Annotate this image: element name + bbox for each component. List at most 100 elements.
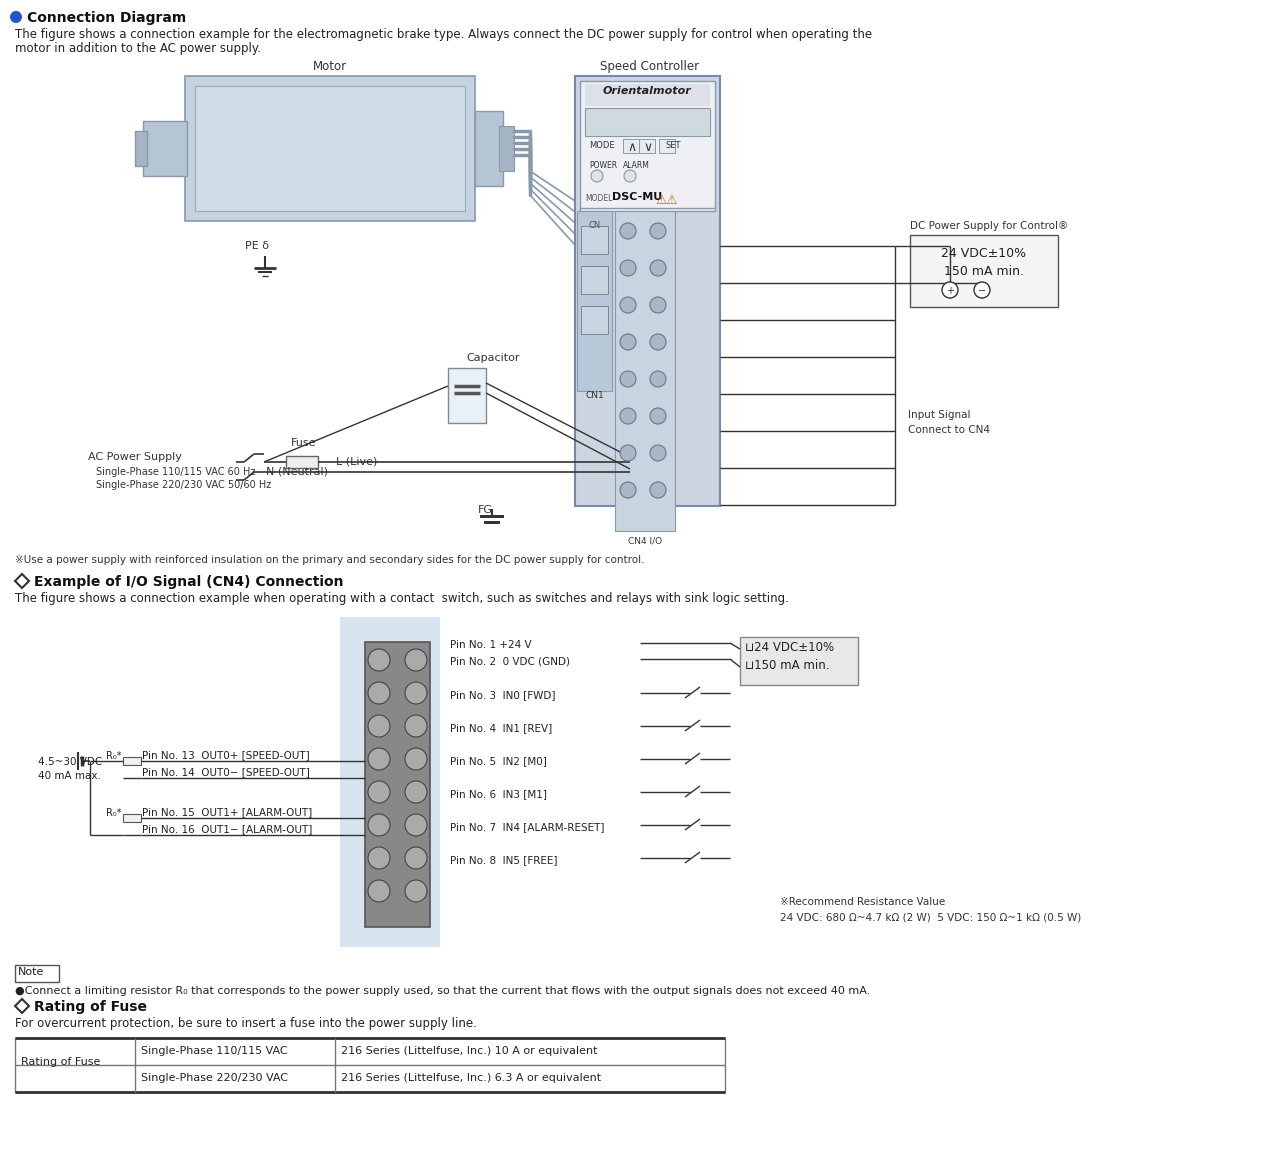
Text: R₀*: R₀* — [106, 808, 122, 818]
Text: Single-Phase 220/230 VAC 50/60 Hz: Single-Phase 220/230 VAC 50/60 Hz — [96, 480, 271, 490]
Circle shape — [620, 408, 636, 424]
Bar — [581, 226, 608, 254]
Text: Pin No. 14  OUT0− [SPEED-OUT]: Pin No. 14 OUT0− [SPEED-OUT] — [142, 768, 310, 777]
Text: 150 mA min.: 150 mA min. — [945, 265, 1024, 278]
Circle shape — [369, 682, 390, 704]
Circle shape — [369, 814, 390, 836]
Circle shape — [650, 297, 666, 313]
Text: ∧: ∧ — [627, 141, 636, 154]
Text: For overcurrent protection, be sure to insert a fuse into the power supply line.: For overcurrent protection, be sure to i… — [15, 1016, 477, 1030]
Text: SET: SET — [666, 141, 681, 150]
Bar — [340, 618, 440, 947]
Bar — [15, 1039, 724, 1092]
Text: ※Use a power supply with reinforced insulation on the primary and secondary side: ※Use a power supply with reinforced insu… — [15, 555, 645, 565]
Circle shape — [620, 223, 636, 240]
Text: Single-Phase 110/115 VAC: Single-Phase 110/115 VAC — [141, 1046, 288, 1056]
Text: 24 VDC±10%: 24 VDC±10% — [941, 247, 1027, 261]
Bar — [143, 121, 187, 176]
Bar — [123, 814, 141, 822]
Text: 216 Series (Littelfuse, Inc.) 10 A or equivalent: 216 Series (Littelfuse, Inc.) 10 A or eq… — [340, 1046, 598, 1056]
Text: Fuse: Fuse — [291, 438, 316, 448]
Bar — [614, 211, 675, 531]
Bar — [123, 757, 141, 765]
Text: Connect to CN4: Connect to CN4 — [908, 424, 989, 435]
Text: PE δ: PE δ — [244, 241, 269, 251]
Text: ⚠⚠: ⚠⚠ — [655, 194, 677, 207]
Bar — [186, 76, 475, 221]
Circle shape — [650, 371, 666, 387]
Bar — [659, 140, 675, 154]
Bar — [581, 266, 608, 294]
Text: POWER: POWER — [589, 160, 617, 170]
Circle shape — [369, 649, 390, 671]
Text: Pin No. 3  IN0 [FWD]: Pin No. 3 IN0 [FWD] — [451, 690, 556, 700]
Text: ∨: ∨ — [643, 141, 652, 154]
Text: 24 VDC: 680 Ω~4.7 kΩ (2 W)  5 VDC: 150 Ω~1 kΩ (0.5 W): 24 VDC: 680 Ω~4.7 kΩ (2 W) 5 VDC: 150 Ω~… — [780, 912, 1082, 922]
Text: AC Power Supply: AC Power Supply — [88, 452, 182, 462]
Text: Note: Note — [18, 966, 45, 977]
Text: Pin No. 1 +24 V: Pin No. 1 +24 V — [451, 640, 531, 650]
Bar — [480, 515, 504, 518]
Bar — [195, 86, 465, 211]
Polygon shape — [456, 400, 477, 418]
Circle shape — [650, 445, 666, 461]
Text: +: + — [946, 286, 954, 297]
Circle shape — [10, 10, 22, 23]
Text: ※Recommend Resistance Value: ※Recommend Resistance Value — [780, 897, 945, 907]
Bar — [448, 368, 486, 423]
Text: Capacitor: Capacitor — [466, 354, 520, 363]
Bar — [15, 965, 59, 982]
Text: Single-Phase 220/230 VAC: Single-Phase 220/230 VAC — [141, 1073, 288, 1083]
Text: L (Live): L (Live) — [335, 456, 378, 466]
Bar — [585, 84, 710, 106]
Text: ALARM: ALARM — [623, 160, 650, 170]
Text: The figure shows a connection example for the electromagnetic brake type. Always: The figure shows a connection example fo… — [15, 28, 872, 41]
Text: Single-Phase 110/115 VAC 60 Hz: Single-Phase 110/115 VAC 60 Hz — [96, 468, 256, 477]
Text: Pin No. 5  IN2 [M0]: Pin No. 5 IN2 [M0] — [451, 756, 547, 766]
Text: Pin No. 2  0 VDC (GND): Pin No. 2 0 VDC (GND) — [451, 656, 570, 666]
Text: R₀*: R₀* — [106, 751, 122, 761]
Circle shape — [620, 261, 636, 276]
Bar — [475, 110, 503, 186]
Bar — [134, 131, 147, 166]
Circle shape — [620, 445, 636, 461]
Circle shape — [620, 334, 636, 350]
Bar — [623, 140, 639, 154]
Circle shape — [369, 748, 390, 770]
Circle shape — [650, 334, 666, 350]
Circle shape — [369, 847, 390, 869]
Circle shape — [404, 649, 428, 671]
Circle shape — [625, 170, 636, 181]
Text: CN4 I/O: CN4 I/O — [628, 536, 662, 545]
Circle shape — [369, 880, 390, 902]
Bar — [484, 521, 500, 525]
Circle shape — [404, 847, 428, 869]
Text: 4.5~30 VDC: 4.5~30 VDC — [38, 757, 102, 768]
Circle shape — [369, 715, 390, 737]
Text: Orientalmotor: Orientalmotor — [603, 86, 691, 97]
Circle shape — [650, 481, 666, 498]
Text: Motor: Motor — [312, 60, 347, 73]
Circle shape — [942, 281, 957, 298]
Circle shape — [591, 170, 603, 181]
Text: 40 mA max.: 40 mA max. — [38, 771, 101, 782]
Bar — [580, 81, 716, 211]
Circle shape — [650, 223, 666, 240]
Text: Pin No. 15  OUT1+ [ALARM-OUT]: Pin No. 15 OUT1+ [ALARM-OUT] — [142, 807, 312, 816]
Circle shape — [369, 782, 390, 802]
Text: Pin No. 8  IN5 [FREE]: Pin No. 8 IN5 [FREE] — [451, 855, 558, 865]
Text: 216 Series (Littelfuse, Inc.) 6.3 A or equivalent: 216 Series (Littelfuse, Inc.) 6.3 A or e… — [340, 1073, 602, 1083]
Text: Pin No. 13  OUT0+ [SPEED-OUT]: Pin No. 13 OUT0+ [SPEED-OUT] — [142, 750, 310, 759]
Circle shape — [650, 408, 666, 424]
Bar — [910, 235, 1059, 307]
Text: ●Connect a limiting resistor R₀ that corresponds to the power supply used, so th: ●Connect a limiting resistor R₀ that cor… — [15, 986, 870, 996]
Text: CN: CN — [589, 221, 602, 230]
Circle shape — [404, 682, 428, 704]
Text: motor in addition to the AC power supply.: motor in addition to the AC power supply… — [15, 42, 261, 55]
Text: DSC-MU: DSC-MU — [612, 192, 662, 202]
Circle shape — [974, 281, 989, 298]
Text: FG: FG — [477, 505, 493, 515]
Text: Rating of Fuse: Rating of Fuse — [35, 1000, 147, 1014]
Bar — [585, 108, 710, 136]
Text: ⊔24 VDC±10%: ⊔24 VDC±10% — [745, 641, 835, 654]
